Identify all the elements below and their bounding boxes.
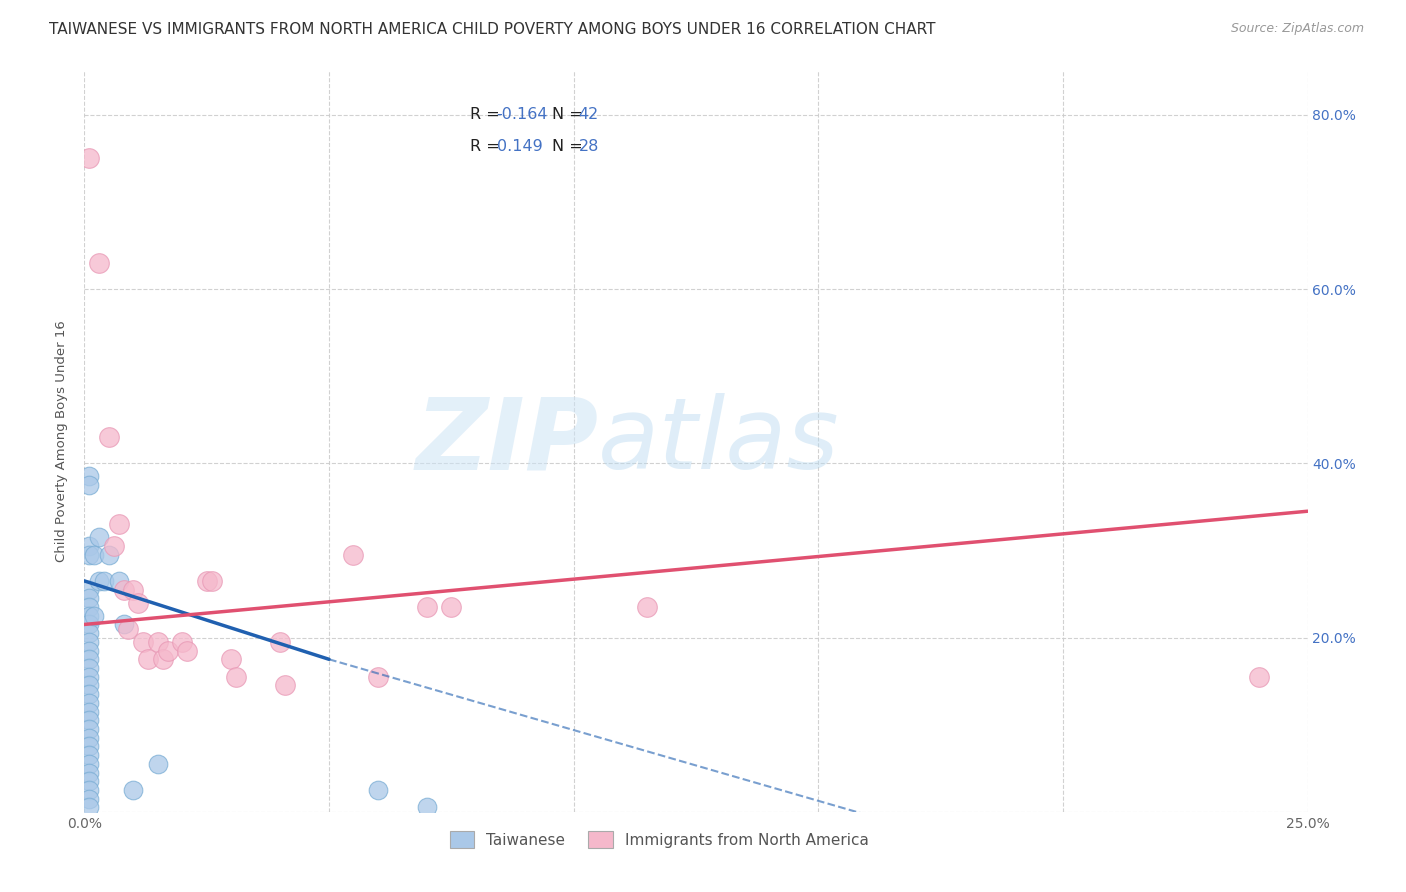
Text: N =: N = — [551, 107, 588, 122]
Point — [77, 617, 100, 632]
Point — [122, 582, 145, 597]
Point — [77, 652, 100, 666]
Point — [77, 626, 100, 640]
Point — [77, 791, 100, 805]
Text: 28: 28 — [578, 138, 599, 153]
Point — [77, 539, 100, 553]
Point — [77, 152, 100, 166]
Point — [127, 596, 149, 610]
Point — [77, 696, 100, 710]
Text: N =: N = — [551, 138, 588, 153]
Y-axis label: Child Poverty Among Boys Under 16: Child Poverty Among Boys Under 16 — [55, 320, 69, 563]
Point — [77, 582, 100, 597]
Point — [77, 687, 100, 701]
Point — [367, 670, 389, 684]
Point — [225, 670, 247, 684]
Point — [117, 622, 139, 636]
Point — [107, 517, 129, 532]
Text: -0.164: -0.164 — [496, 107, 548, 122]
Point — [274, 678, 297, 692]
Point — [77, 722, 100, 736]
Legend: Taiwanese, Immigrants from North America: Taiwanese, Immigrants from North America — [441, 823, 876, 856]
Point — [97, 430, 120, 444]
Point — [77, 713, 100, 727]
Point — [77, 635, 100, 649]
Point — [269, 635, 291, 649]
Text: atlas: atlas — [598, 393, 839, 490]
Text: R =: R = — [470, 107, 505, 122]
Point — [219, 652, 242, 666]
Point — [132, 635, 155, 649]
Point — [122, 783, 145, 797]
Point — [77, 670, 100, 684]
Point — [152, 652, 174, 666]
Point — [77, 478, 100, 492]
Point — [146, 756, 169, 771]
Point — [342, 548, 364, 562]
Point — [195, 574, 218, 588]
Point — [77, 608, 100, 623]
Point — [83, 608, 105, 623]
Point — [77, 600, 100, 615]
Point — [77, 748, 100, 763]
Text: 42: 42 — [578, 107, 599, 122]
Point — [636, 600, 658, 615]
Point — [87, 530, 110, 544]
Point — [77, 705, 100, 719]
Point — [176, 643, 198, 657]
Point — [77, 469, 100, 483]
Point — [146, 635, 169, 649]
Point — [77, 678, 100, 692]
Point — [416, 800, 439, 814]
Point — [200, 574, 222, 588]
Point — [107, 574, 129, 588]
Point — [156, 643, 179, 657]
Point — [77, 643, 100, 657]
Point — [77, 661, 100, 675]
Point — [87, 574, 110, 588]
Point — [77, 756, 100, 771]
Point — [367, 783, 389, 797]
Point — [97, 548, 120, 562]
Point — [93, 574, 115, 588]
Point — [112, 582, 135, 597]
Text: R =: R = — [470, 138, 509, 153]
Point — [77, 591, 100, 606]
Point — [416, 600, 439, 615]
Text: Source: ZipAtlas.com: Source: ZipAtlas.com — [1230, 22, 1364, 36]
Text: 0.149: 0.149 — [496, 138, 543, 153]
Point — [103, 539, 125, 553]
Text: TAIWANESE VS IMMIGRANTS FROM NORTH AMERICA CHILD POVERTY AMONG BOYS UNDER 16 COR: TAIWANESE VS IMMIGRANTS FROM NORTH AMERI… — [49, 22, 936, 37]
Text: ZIP: ZIP — [415, 393, 598, 490]
Point — [77, 548, 100, 562]
Point — [77, 731, 100, 745]
Point — [172, 635, 194, 649]
Point — [77, 800, 100, 814]
Point — [83, 548, 105, 562]
Point — [87, 256, 110, 270]
Point — [77, 765, 100, 780]
Point — [77, 783, 100, 797]
Point — [1247, 670, 1270, 684]
Point — [77, 739, 100, 754]
Point — [112, 617, 135, 632]
Point — [136, 652, 159, 666]
Point — [77, 774, 100, 789]
Point — [440, 600, 463, 615]
